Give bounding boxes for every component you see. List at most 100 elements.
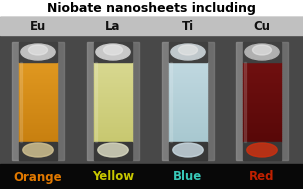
Bar <box>19 80 57 82</box>
Bar <box>94 133 132 136</box>
Bar <box>169 115 207 118</box>
Bar <box>243 114 281 116</box>
Bar <box>169 138 207 140</box>
Bar <box>19 88 57 90</box>
Bar <box>20 62 22 142</box>
Bar <box>169 104 207 106</box>
Bar <box>19 138 57 140</box>
Bar <box>243 101 281 104</box>
Bar <box>19 84 57 86</box>
Bar <box>243 133 281 136</box>
Bar <box>243 136 281 138</box>
Bar <box>243 139 281 142</box>
Bar <box>94 142 132 160</box>
Bar <box>169 101 207 104</box>
Bar <box>94 109 132 112</box>
Bar <box>94 95 132 98</box>
Ellipse shape <box>247 143 277 157</box>
Bar <box>19 119 57 122</box>
Bar <box>94 91 132 94</box>
Bar <box>94 128 132 130</box>
Bar <box>243 61 281 64</box>
Bar <box>94 67 132 70</box>
Bar <box>0 0 303 17</box>
Bar <box>19 104 57 106</box>
Bar <box>19 95 57 98</box>
Bar <box>94 119 132 122</box>
Bar <box>19 70 57 72</box>
Bar <box>94 98 132 100</box>
Bar <box>19 94 57 96</box>
Ellipse shape <box>28 45 48 55</box>
Bar <box>162 42 214 160</box>
Bar <box>19 91 57 94</box>
Bar <box>19 125 57 128</box>
Bar <box>169 95 207 98</box>
Bar <box>243 142 281 160</box>
Bar <box>169 136 207 138</box>
Bar <box>243 132 281 134</box>
Bar <box>243 138 281 140</box>
Ellipse shape <box>23 143 53 157</box>
Bar <box>243 88 281 90</box>
Bar <box>243 66 281 68</box>
Bar <box>243 112 281 114</box>
Bar <box>236 42 243 160</box>
Bar <box>94 85 132 88</box>
Bar <box>243 105 281 108</box>
Bar <box>236 42 288 160</box>
Bar <box>19 112 57 114</box>
Bar <box>169 90 207 92</box>
Bar <box>169 132 207 134</box>
Bar <box>243 91 281 94</box>
Bar <box>169 114 207 116</box>
Bar <box>169 61 207 64</box>
Bar <box>243 108 281 110</box>
Bar <box>19 142 57 160</box>
Bar <box>94 64 132 66</box>
Ellipse shape <box>245 44 279 60</box>
Bar <box>243 119 281 122</box>
Bar <box>94 115 132 118</box>
Bar <box>169 125 207 128</box>
Bar <box>243 75 281 78</box>
Bar <box>169 98 207 100</box>
Bar <box>94 42 132 62</box>
Bar <box>57 42 64 160</box>
Bar <box>169 128 207 130</box>
Bar <box>169 109 207 112</box>
Bar <box>87 42 139 160</box>
Bar <box>19 115 57 118</box>
Bar <box>243 118 281 120</box>
Bar <box>94 75 132 78</box>
Bar <box>94 71 132 74</box>
Bar <box>87 42 94 160</box>
Bar <box>94 122 132 124</box>
Bar <box>207 42 214 160</box>
Bar <box>169 142 207 160</box>
Ellipse shape <box>171 44 205 60</box>
Bar <box>0 17 303 35</box>
Bar <box>243 71 281 74</box>
Bar <box>243 104 281 106</box>
Bar <box>281 42 288 160</box>
Bar <box>94 70 132 72</box>
Bar <box>94 81 132 84</box>
Bar <box>12 42 19 160</box>
Text: Ti: Ti <box>182 20 194 33</box>
Bar <box>243 90 281 92</box>
Bar <box>243 128 281 130</box>
Bar <box>169 91 207 94</box>
Bar <box>19 105 57 108</box>
Bar <box>243 94 281 96</box>
Bar <box>243 77 281 80</box>
Bar <box>19 98 57 100</box>
Bar <box>162 42 169 160</box>
Bar <box>243 95 281 98</box>
Bar <box>19 66 57 68</box>
Bar <box>12 42 64 160</box>
Bar <box>94 61 132 64</box>
Ellipse shape <box>21 44 55 60</box>
Bar <box>169 108 207 110</box>
Bar <box>19 99 57 102</box>
